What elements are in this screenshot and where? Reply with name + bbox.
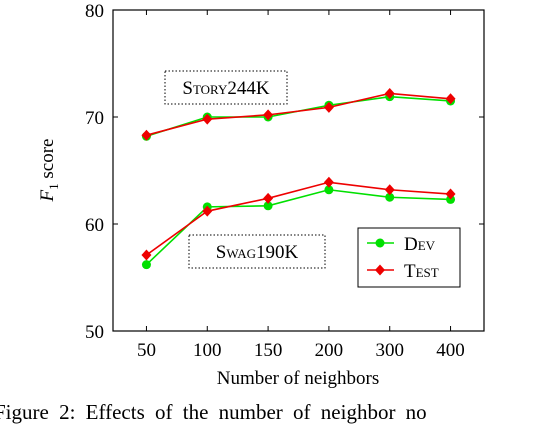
data-point: [445, 93, 456, 105]
annotation-swag: Swag190K: [188, 234, 326, 269]
data-point: [323, 101, 334, 113]
x-axis-label: Number of neighbors: [217, 368, 380, 389]
data-point: [202, 205, 213, 217]
legend-test-label: Test: [404, 261, 439, 282]
x-tick-label: 200: [315, 340, 344, 361]
y-tick-label: 50: [85, 322, 104, 343]
series-line: [146, 92, 451, 136]
y-axis-label-sub: 1: [46, 183, 61, 190]
annotation-swag-box: [188, 234, 326, 269]
x-tick-label: 100: [193, 340, 222, 361]
y-axis-label-main: F: [37, 189, 58, 202]
x-tick-label: 400: [436, 340, 465, 361]
data-point: [263, 192, 274, 204]
x-tick-label: 150: [254, 340, 283, 361]
x-tick-label: 300: [375, 340, 404, 361]
chart: 50 60 70 80 50 100 150 200 300 400 Number of neig…: [37, 1, 485, 389]
plot-frame: [112, 9, 485, 332]
data-point: [263, 109, 274, 121]
x-tick-label: 50: [137, 340, 156, 361]
y-tick-label: 70: [85, 108, 104, 129]
series-line: [145, 181, 451, 256]
annotation-swag-text: Swag190K: [216, 242, 299, 263]
series-layer: [141, 87, 456, 270]
data-point: [324, 185, 334, 195]
legend: Dev Test: [357, 227, 461, 288]
legend-box: [357, 227, 461, 288]
data-point: [141, 129, 152, 141]
series-story244k-test: [141, 87, 456, 141]
data-point: [141, 260, 151, 270]
data-point: [384, 87, 395, 99]
data-point: [445, 188, 456, 200]
annotation-story: Story244K: [164, 70, 288, 105]
legend-test-marker: [375, 264, 385, 276]
y-axis-label-rest: score: [37, 139, 58, 184]
data-point: [323, 176, 334, 188]
y-tick-label: 80: [85, 1, 104, 22]
legend-entry-dev: Dev: [367, 234, 436, 255]
y-tick-label: 60: [85, 215, 104, 236]
y-axis-label: F1 score: [37, 139, 61, 203]
data-point: [385, 192, 395, 202]
legend-dev-label: Dev: [404, 234, 436, 255]
annotation-story-text: Story244K: [182, 78, 270, 99]
series-swag190k-test: [141, 176, 456, 261]
data-point: [202, 113, 213, 125]
tick-labels: 50 60 70 80 50 100 150 200 300 400: [85, 1, 465, 361]
annotation-story-box: [164, 70, 288, 105]
data-point: [263, 201, 273, 211]
series-line: [145, 188, 451, 266]
figure-caption: Figure 2: Effects of the number of neigh…: [0, 400, 427, 424]
data-point: [141, 249, 152, 261]
data-point: [384, 184, 395, 196]
axis-ticks: [113, 9, 484, 332]
legend-entry-test: Test: [367, 261, 439, 282]
legend-dev-marker: [375, 238, 385, 248]
